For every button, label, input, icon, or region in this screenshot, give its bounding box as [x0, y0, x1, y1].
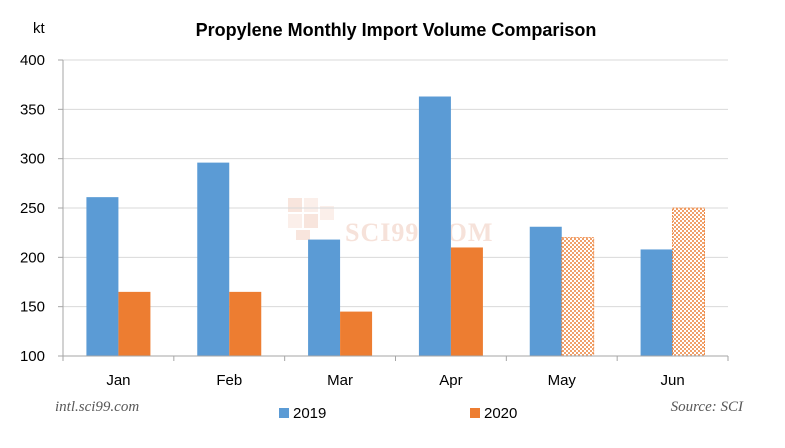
y-tick-label-350: 350	[20, 101, 45, 118]
bar-2020-jan	[118, 291, 151, 356]
legend-label-2019: 2019	[293, 405, 326, 422]
watermark-logo	[288, 198, 334, 240]
bar-2020-jun	[672, 207, 705, 357]
bars	[86, 96, 705, 357]
bar-2019-jun	[640, 249, 673, 356]
bar-2019-mar	[308, 239, 341, 356]
x-tick-label-jan: Jan	[106, 372, 130, 389]
legend-swatch-2020	[470, 408, 480, 418]
axes	[58, 59, 729, 361]
legend: 2019 2020	[279, 405, 517, 422]
bar-2019-apr	[418, 96, 451, 357]
y-tick-label-250: 250	[20, 200, 45, 217]
bar-2020-mar	[340, 311, 373, 356]
legend-label-2020: 2020	[484, 405, 517, 422]
bar-2020-feb	[229, 291, 262, 356]
x-axis-tick-labels: Jan Feb Mar Apr May Jun	[106, 372, 684, 389]
x-tick-label-jun: Jun	[660, 372, 684, 389]
y-axis-unit: kt	[33, 20, 46, 37]
y-axis-tick-labels: 100 150 200 250 300 350 400	[20, 52, 45, 365]
legend-swatch-2019	[279, 408, 289, 418]
x-tick-label-apr: Apr	[439, 372, 462, 389]
chart-title: Propylene Monthly Import Volume Comparis…	[196, 20, 597, 40]
y-tick-label-400: 400	[20, 52, 45, 69]
bar-2020-apr	[450, 247, 483, 356]
y-tick-label-150: 150	[20, 299, 45, 316]
bar-2019-feb	[197, 162, 230, 356]
bar-2019-may	[529, 226, 562, 356]
y-tick-label-200: 200	[20, 249, 45, 266]
x-tick-label-may: May	[548, 372, 577, 389]
x-tick-label-mar: Mar	[327, 372, 353, 389]
x-tick-label-feb: Feb	[216, 372, 242, 389]
bar-2020-may	[561, 237, 595, 357]
footer-website: intl.sci99.com	[55, 399, 139, 415]
y-tick-label-100: 100	[20, 348, 45, 365]
bar-2019-jan	[86, 197, 119, 356]
watermark-text: SCI99.COM	[345, 218, 493, 247]
gridlines	[63, 59, 728, 308]
watermark: SCI99.COM	[288, 198, 493, 247]
footer-source: Source: SCI	[671, 399, 744, 415]
y-tick-label-300: 300	[20, 151, 45, 168]
